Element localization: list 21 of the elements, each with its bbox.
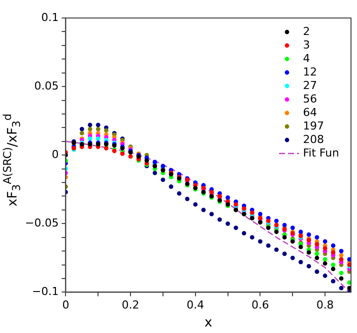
x-tick-label: 0.4 <box>186 298 204 312</box>
x-tick-label: 0.2 <box>122 298 140 312</box>
legend-label: 64 <box>303 106 317 119</box>
legend-label: 12 <box>303 65 317 78</box>
y-tick-label: 0.1 <box>41 10 59 24</box>
legend-label: 56 <box>303 92 317 106</box>
legend-label: 4 <box>303 52 310 65</box>
y-tick-label: 0.05 <box>34 79 59 92</box>
x-tick-label: 0 <box>62 298 70 312</box>
y-tick-label: 0 <box>52 148 59 161</box>
legend-label: 208 <box>303 132 324 146</box>
x-tick-label: 0.8 <box>316 298 334 312</box>
legend-label: Fit Fun <box>303 146 340 160</box>
legend-label: 197 <box>303 119 324 132</box>
y-tick-label: −0.1 <box>32 285 59 298</box>
x-axis-title: x <box>204 316 213 331</box>
legend-label: 2 <box>303 24 310 38</box>
y-tick-label: −0.05 <box>24 216 59 230</box>
legend-label: 3 <box>303 38 310 52</box>
legend-label: 27 <box>303 78 317 92</box>
x-tick-label: 0.6 <box>251 298 269 312</box>
